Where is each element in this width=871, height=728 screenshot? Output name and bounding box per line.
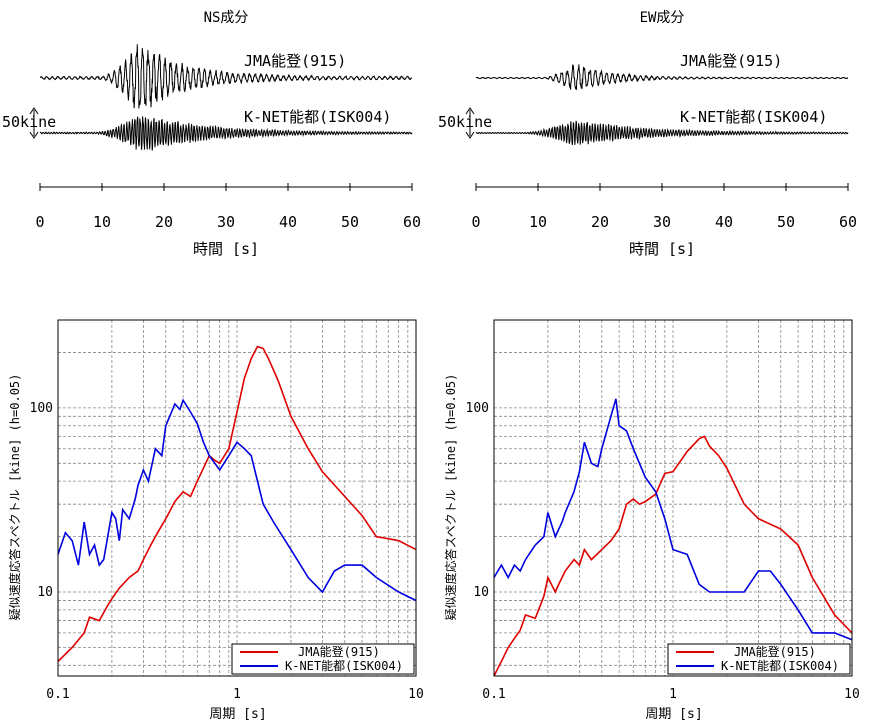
waveform-series-label-2: K-NET能都(ISK004) (680, 108, 827, 126)
spectrum-panel-ew: 0.1 1 10 10 100 JMA能登(915) K-NET能都(ISK004) 周… (443, 319, 860, 722)
x-tick-label: 1 (669, 687, 677, 702)
waveform-series-label-1: JMA能登(915) (680, 52, 782, 70)
time-tick-label: 60 (403, 213, 421, 231)
legend-label-jma: JMA能登(915) (298, 644, 380, 659)
spectrum-grid (58, 320, 416, 676)
y-tick-label: 10 (37, 585, 53, 600)
time-tick-label: 30 (217, 213, 235, 231)
waveform-panel-ns: NS成分 JMA能登(915) K-NET能都(ISK004) 50kine 0… (2, 10, 421, 258)
y-tick-label: 100 (466, 401, 489, 416)
y-axis-label: 疑似速度応答スペクトル [kine] (h=0.05) (7, 374, 22, 621)
x-tick-label: 0.1 (46, 687, 69, 702)
scale-bar (465, 107, 475, 139)
x-tick-label: 1 (233, 687, 241, 702)
waveform-trace-2 (39, 116, 413, 151)
spectrum-panel-ns: 0.1 1 10 10 100 JMA能登(915) K-NET能都(ISK004) 周… (7, 319, 424, 722)
spectrum-line-knet (57, 398, 417, 602)
spectrum-axes: 0.1 1 10 10 100 (466, 401, 860, 702)
waveform-series-label-1: JMA能登(915) (244, 52, 346, 70)
time-tick-label: 50 (341, 213, 359, 231)
time-tick-label: 30 (653, 213, 671, 231)
spectrum-axes: 0.1 1 10 10 100 (30, 401, 424, 702)
scale-label: 50kine (438, 113, 492, 131)
waveform-title-ns: NS成分 (204, 10, 249, 26)
spectrum-line-jma (493, 435, 853, 677)
x-axis-label: 周期 [s] (209, 707, 266, 722)
y-axis-label: 疑似速度応答スペクトル [kine] (h=0.05) (443, 374, 458, 621)
spectrum-line-knet (493, 398, 853, 641)
legend: JMA能登(915) K-NET能都(ISK004) (667, 643, 851, 675)
x-tick-label: 0.1 (482, 687, 505, 702)
time-tick-label: 0 (471, 213, 480, 231)
legend: JMA能登(915) K-NET能都(ISK004) (231, 643, 415, 675)
waveform-trace-2 (475, 120, 849, 146)
plot-frame (57, 319, 417, 677)
time-axis: 0 10 20 30 40 50 60 (471, 183, 857, 231)
time-axis: 0 10 20 30 40 50 60 (35, 183, 421, 231)
scale-bar (29, 107, 39, 139)
time-tick-label: 60 (839, 213, 857, 231)
time-tick-label: 10 (93, 213, 111, 231)
time-tick-label: 40 (279, 213, 297, 231)
time-tick-label: 50 (777, 213, 795, 231)
y-tick-label: 10 (473, 585, 489, 600)
time-axis-label: 時間 [s] (193, 240, 259, 258)
x-tick-label: 10 (844, 687, 860, 702)
waveform-panel-ew: EW成分 JMA能登(915) K-NET能都(ISK004) 50kine 0… (438, 10, 857, 258)
x-tick-label: 10 (408, 687, 424, 702)
plot-frame (493, 319, 853, 677)
legend-label-knet: K-NET能都(ISK004) (285, 659, 403, 673)
waveform-title-ew: EW成分 (640, 10, 685, 26)
time-tick-label: 0 (35, 213, 44, 231)
waveform-trace-1 (39, 44, 413, 109)
spectrum-line-jma (57, 345, 417, 662)
x-axis-label: 周期 [s] (645, 707, 702, 722)
spectrum-grid (494, 320, 852, 676)
waveform-series-label-2: K-NET能都(ISK004) (244, 108, 391, 126)
y-tick-label: 100 (30, 401, 53, 416)
legend-label-jma: JMA能登(915) (734, 644, 816, 659)
scale-label: 50kine (2, 113, 56, 131)
time-tick-label: 40 (715, 213, 733, 231)
legend-label-knet: K-NET能都(ISK004) (721, 659, 839, 673)
time-tick-label: 20 (155, 213, 173, 231)
time-tick-label: 10 (529, 213, 547, 231)
time-tick-label: 20 (591, 213, 609, 231)
waveform-trace-1 (475, 64, 849, 90)
time-axis-label: 時間 [s] (629, 240, 695, 258)
